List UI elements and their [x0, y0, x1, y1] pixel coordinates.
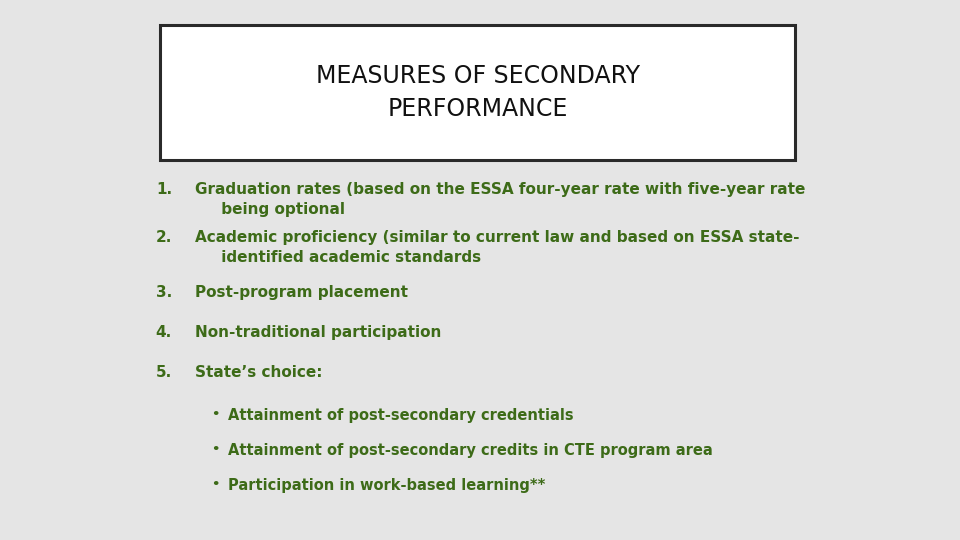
- Text: Post-program placement: Post-program placement: [195, 285, 408, 300]
- Text: •: •: [211, 443, 219, 456]
- Text: MEASURES OF SECONDARY
PERFORMANCE: MEASURES OF SECONDARY PERFORMANCE: [316, 64, 639, 122]
- Text: 4.: 4.: [156, 325, 172, 340]
- FancyBboxPatch shape: [160, 25, 795, 160]
- Text: 5.: 5.: [156, 365, 172, 380]
- Text: Non-traditional participation: Non-traditional participation: [195, 325, 442, 340]
- Text: 3.: 3.: [156, 285, 172, 300]
- Text: 2.: 2.: [156, 230, 172, 245]
- Text: Attainment of post-secondary credentials: Attainment of post-secondary credentials: [228, 408, 574, 423]
- Text: Participation in work-based learning**: Participation in work-based learning**: [228, 478, 545, 493]
- Text: Academic proficiency (similar to current law and based on ESSA state-
     ident: Academic proficiency (similar to current…: [195, 230, 800, 265]
- Text: Attainment of post-secondary credits in CTE program area: Attainment of post-secondary credits in …: [228, 443, 712, 458]
- Text: 1.: 1.: [156, 182, 172, 197]
- Text: State’s choice:: State’s choice:: [195, 365, 323, 380]
- Text: Graduation rates (based on the ESSA four-year rate with five-year rate
     bein: Graduation rates (based on the ESSA four…: [195, 182, 805, 217]
- Text: •: •: [211, 408, 219, 421]
- Text: •: •: [211, 478, 219, 491]
